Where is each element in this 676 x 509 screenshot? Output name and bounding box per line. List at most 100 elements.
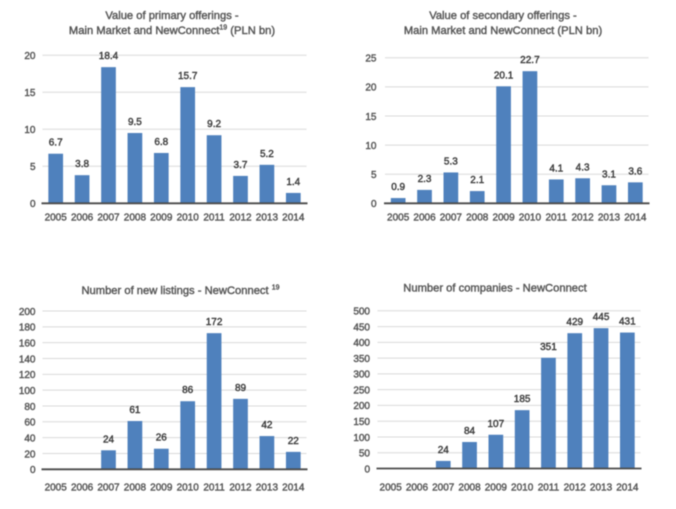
svg-text:Main Market and NewConnect (PL: Main Market and NewConnect (PLN bn) <box>404 25 603 37</box>
svg-text:100: 100 <box>353 433 370 444</box>
svg-text:20: 20 <box>24 51 36 62</box>
svg-text:2010: 2010 <box>177 483 200 494</box>
svg-text:2009: 2009 <box>485 483 508 494</box>
svg-text:22.7: 22.7 <box>520 55 540 66</box>
svg-text:3.1: 3.1 <box>602 169 616 180</box>
svg-text:24: 24 <box>438 445 450 456</box>
svg-text:0: 0 <box>30 465 36 476</box>
svg-text:200: 200 <box>19 307 36 318</box>
svg-text:2007: 2007 <box>97 483 120 494</box>
svg-text:500: 500 <box>353 307 370 318</box>
svg-text:40: 40 <box>24 433 36 444</box>
svg-text:3.8: 3.8 <box>75 159 89 170</box>
svg-text:5.3: 5.3 <box>444 156 458 167</box>
svg-text:89: 89 <box>235 383 247 394</box>
svg-text:2010: 2010 <box>177 213 200 224</box>
svg-text:2008: 2008 <box>124 483 147 494</box>
svg-text:0: 0 <box>364 464 370 475</box>
svg-text:2007: 2007 <box>440 213 463 224</box>
svg-text:2013: 2013 <box>256 213 279 224</box>
svg-text:4.3: 4.3 <box>576 162 590 173</box>
svg-text:50: 50 <box>359 449 371 460</box>
svg-text:2006: 2006 <box>413 213 436 224</box>
svg-text:400: 400 <box>353 338 370 349</box>
svg-text:20: 20 <box>365 83 377 94</box>
svg-text:180: 180 <box>19 323 36 334</box>
svg-text:445: 445 <box>593 312 610 323</box>
svg-text:200: 200 <box>353 401 370 412</box>
svg-text:61: 61 <box>129 405 141 416</box>
svg-text:60: 60 <box>24 418 36 429</box>
svg-text:15: 15 <box>24 88 36 99</box>
svg-text:5: 5 <box>371 170 377 181</box>
svg-text:Main Market and NewConnect19 (: Main Market and NewConnect19 (PLN bn) <box>69 25 275 38</box>
svg-text:120: 120 <box>19 370 36 381</box>
svg-text:2013: 2013 <box>590 483 613 494</box>
svg-text:2005: 2005 <box>387 213 410 224</box>
svg-text:4.1: 4.1 <box>549 163 563 174</box>
svg-text:2012: 2012 <box>564 483 587 494</box>
svg-text:2007: 2007 <box>432 483 455 494</box>
svg-text:2014: 2014 <box>616 483 639 494</box>
svg-text:2014: 2014 <box>282 483 305 494</box>
svg-text:2013: 2013 <box>256 483 279 494</box>
svg-text:10: 10 <box>24 125 36 136</box>
svg-text:80: 80 <box>24 402 36 413</box>
svg-text:2012: 2012 <box>571 213 594 224</box>
svg-text:Value of primary offerings -: Value of primary offerings - <box>105 10 239 22</box>
svg-text:2007: 2007 <box>97 213 120 224</box>
svg-text:26: 26 <box>156 433 168 444</box>
svg-text:0: 0 <box>30 199 36 210</box>
svg-text:20: 20 <box>24 449 36 460</box>
svg-text:2.1: 2.1 <box>470 175 484 186</box>
svg-text:2010: 2010 <box>519 213 542 224</box>
svg-text:100: 100 <box>19 386 36 397</box>
svg-text:2008: 2008 <box>124 213 147 224</box>
svg-text:42: 42 <box>261 420 273 431</box>
svg-text:150: 150 <box>353 417 370 428</box>
svg-text:140: 140 <box>19 354 36 365</box>
svg-text:2005: 2005 <box>45 483 68 494</box>
svg-text:0: 0 <box>371 199 377 210</box>
svg-text:2014: 2014 <box>624 213 647 224</box>
svg-text:6.8: 6.8 <box>154 137 168 148</box>
svg-text:429: 429 <box>566 317 583 328</box>
svg-text:6.7: 6.7 <box>49 138 63 149</box>
svg-text:3.7: 3.7 <box>234 160 248 171</box>
svg-text:2014: 2014 <box>282 213 305 224</box>
svg-text:2009: 2009 <box>150 483 173 494</box>
svg-text:2009: 2009 <box>492 213 515 224</box>
svg-text:22: 22 <box>288 436 300 447</box>
svg-text:86: 86 <box>182 385 194 396</box>
svg-text:18.4: 18.4 <box>99 51 119 62</box>
svg-text:107: 107 <box>488 419 505 430</box>
svg-text:2013: 2013 <box>598 213 621 224</box>
svg-text:2006: 2006 <box>71 483 94 494</box>
svg-text:2006: 2006 <box>71 213 94 224</box>
svg-text:2009: 2009 <box>150 213 173 224</box>
svg-text:Number of new listings - NewCo: Number of new listings - NewConnect 19 <box>81 284 279 297</box>
svg-text:2011: 2011 <box>203 213 225 224</box>
svg-text:160: 160 <box>19 338 36 349</box>
svg-text:2005: 2005 <box>380 483 403 494</box>
svg-text:15.7: 15.7 <box>178 71 198 82</box>
svg-text:2005: 2005 <box>45 213 68 224</box>
svg-text:2010: 2010 <box>511 483 534 494</box>
svg-text:2008: 2008 <box>466 213 489 224</box>
svg-text:84: 84 <box>464 426 476 437</box>
svg-text:250: 250 <box>353 385 370 396</box>
svg-text:9.2: 9.2 <box>207 119 221 130</box>
svg-text:2006: 2006 <box>406 483 429 494</box>
svg-text:5: 5 <box>30 162 36 173</box>
svg-text:172: 172 <box>206 317 223 328</box>
svg-text:Value of secondary offerings -: Value of secondary offerings - <box>429 10 577 22</box>
svg-text:351: 351 <box>540 342 557 353</box>
svg-text:185: 185 <box>514 394 531 405</box>
svg-text:24: 24 <box>103 434 115 445</box>
svg-text:2012: 2012 <box>229 213 252 224</box>
svg-text:15: 15 <box>365 112 377 123</box>
svg-text:10: 10 <box>365 141 377 152</box>
svg-text:5.2: 5.2 <box>260 149 274 160</box>
svg-text:300: 300 <box>353 370 370 381</box>
svg-text:9.5: 9.5 <box>128 117 142 128</box>
